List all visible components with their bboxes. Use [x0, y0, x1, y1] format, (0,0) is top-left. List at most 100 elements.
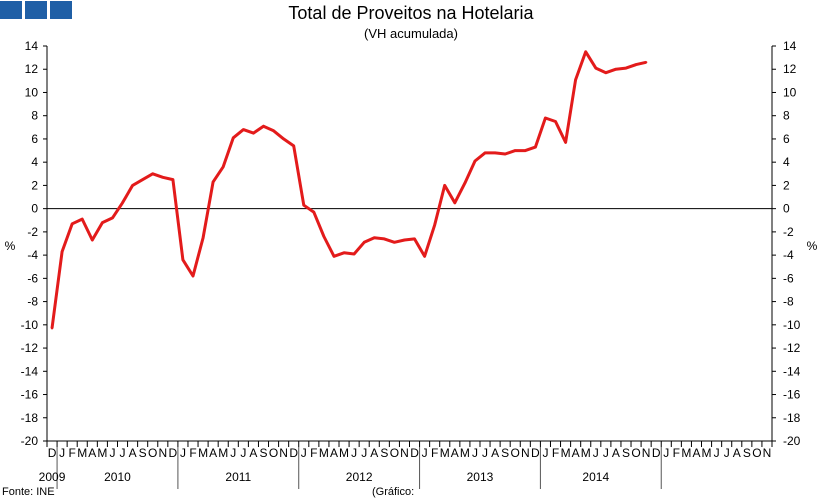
- chart-note: (Gráfico:: [372, 486, 415, 498]
- y-tick-label-left: -6: [27, 271, 38, 285]
- data-point: [342, 251, 346, 254]
- month-label: J: [714, 446, 720, 460]
- month-label: O: [631, 446, 640, 460]
- month-label: J: [472, 446, 478, 460]
- y-tick-label-right: -16: [783, 388, 801, 402]
- month-label: J: [422, 446, 428, 460]
- month-label: M: [198, 446, 208, 460]
- data-point: [201, 236, 205, 239]
- data-point: [554, 120, 557, 123]
- data-point: [594, 66, 597, 70]
- data-point: [161, 176, 164, 179]
- data-point: [91, 238, 94, 242]
- data-point: [614, 68, 618, 71]
- y-tick-label-right: -20: [783, 434, 801, 448]
- logo-square: [25, 1, 47, 19]
- data-point: [242, 128, 245, 131]
- month-label: A: [733, 446, 741, 460]
- month-label: A: [612, 446, 620, 460]
- data-point: [574, 78, 577, 81]
- data-point: [262, 124, 265, 128]
- data-point: [634, 63, 638, 66]
- month-label: N: [400, 446, 409, 460]
- month-label: F: [552, 446, 559, 460]
- data-point: [70, 222, 74, 225]
- y-tick-label-right: -6: [783, 271, 794, 285]
- month-label: S: [139, 446, 147, 460]
- data-point: [413, 237, 416, 241]
- logo-square: [50, 1, 72, 19]
- month-label: J: [59, 446, 65, 460]
- month-label: J: [542, 446, 548, 460]
- month-label: M: [561, 446, 571, 460]
- month-label: A: [209, 446, 217, 460]
- data-point: [312, 210, 316, 214]
- y-tick-label-right: -18: [783, 411, 801, 425]
- month-label: J: [361, 446, 367, 460]
- ine-logo: [0, 1, 72, 19]
- year-label: 2012: [346, 470, 373, 484]
- data-point: [423, 255, 426, 258]
- month-label: M: [681, 446, 691, 460]
- month-label: D: [169, 446, 178, 460]
- y-tick-label-left: -16: [21, 388, 39, 402]
- data-point: [191, 274, 195, 278]
- month-label: D: [48, 446, 57, 460]
- data-point: [302, 203, 305, 207]
- month-label: F: [431, 446, 438, 460]
- year-label: 2011: [225, 470, 251, 484]
- y-tick-label-left: -12: [21, 341, 39, 355]
- data-point: [50, 327, 54, 330]
- y-axis-label-left: %: [5, 239, 16, 253]
- month-label: A: [129, 446, 137, 460]
- month-label: O: [511, 446, 520, 460]
- month-label: M: [339, 446, 349, 460]
- month-label: F: [189, 446, 196, 460]
- chart-title: Total de Proveitos na Hotelaria: [288, 3, 534, 23]
- month-label: M: [460, 446, 470, 460]
- y-tick-label-right: -12: [783, 341, 801, 355]
- month-label: O: [390, 446, 399, 460]
- month-label: D: [652, 446, 661, 460]
- month-label: J: [593, 446, 599, 460]
- data-point: [473, 159, 477, 163]
- data-point: [222, 165, 225, 169]
- month-label: O: [148, 446, 157, 460]
- data-point: [514, 149, 517, 152]
- series-line: [50, 50, 647, 329]
- month-label: J: [240, 446, 246, 460]
- data-point: [393, 241, 396, 244]
- data-point: [644, 61, 648, 64]
- month-label: A: [692, 446, 700, 460]
- month-label: S: [743, 446, 751, 460]
- month-label: A: [249, 446, 257, 460]
- y-tick-label-left: 12: [25, 62, 39, 76]
- month-label: O: [752, 446, 761, 460]
- month-label: J: [351, 446, 357, 460]
- y-tick-label-left: -10: [21, 318, 39, 332]
- y-tick-label-right: 12: [783, 62, 797, 76]
- y-tick-label-right: -2: [783, 225, 794, 239]
- month-label: J: [603, 446, 609, 460]
- y-tick-label-left: 0: [31, 202, 38, 216]
- y-tick-label-left: 6: [31, 132, 38, 146]
- y-tick-label-right: -8: [783, 295, 794, 309]
- y-tick-label-right: -14: [783, 364, 801, 378]
- data-point: [463, 181, 467, 185]
- month-label: J: [180, 446, 186, 460]
- data-point: [141, 178, 144, 181]
- y-tick-label-left: 14: [25, 39, 39, 53]
- month-label: M: [702, 446, 712, 460]
- data-point: [151, 172, 154, 175]
- y-axis-label-right: %: [807, 239, 818, 253]
- data-point: [493, 151, 497, 155]
- data-point: [373, 236, 376, 239]
- data-point: [252, 131, 255, 135]
- data-point: [544, 116, 547, 120]
- data-point: [272, 129, 275, 133]
- y-tick-label-right: 2: [783, 178, 790, 192]
- data-point: [101, 221, 104, 224]
- month-label: A: [491, 446, 499, 460]
- y-tick-label-left: -8: [27, 295, 38, 309]
- month-label: N: [158, 446, 167, 460]
